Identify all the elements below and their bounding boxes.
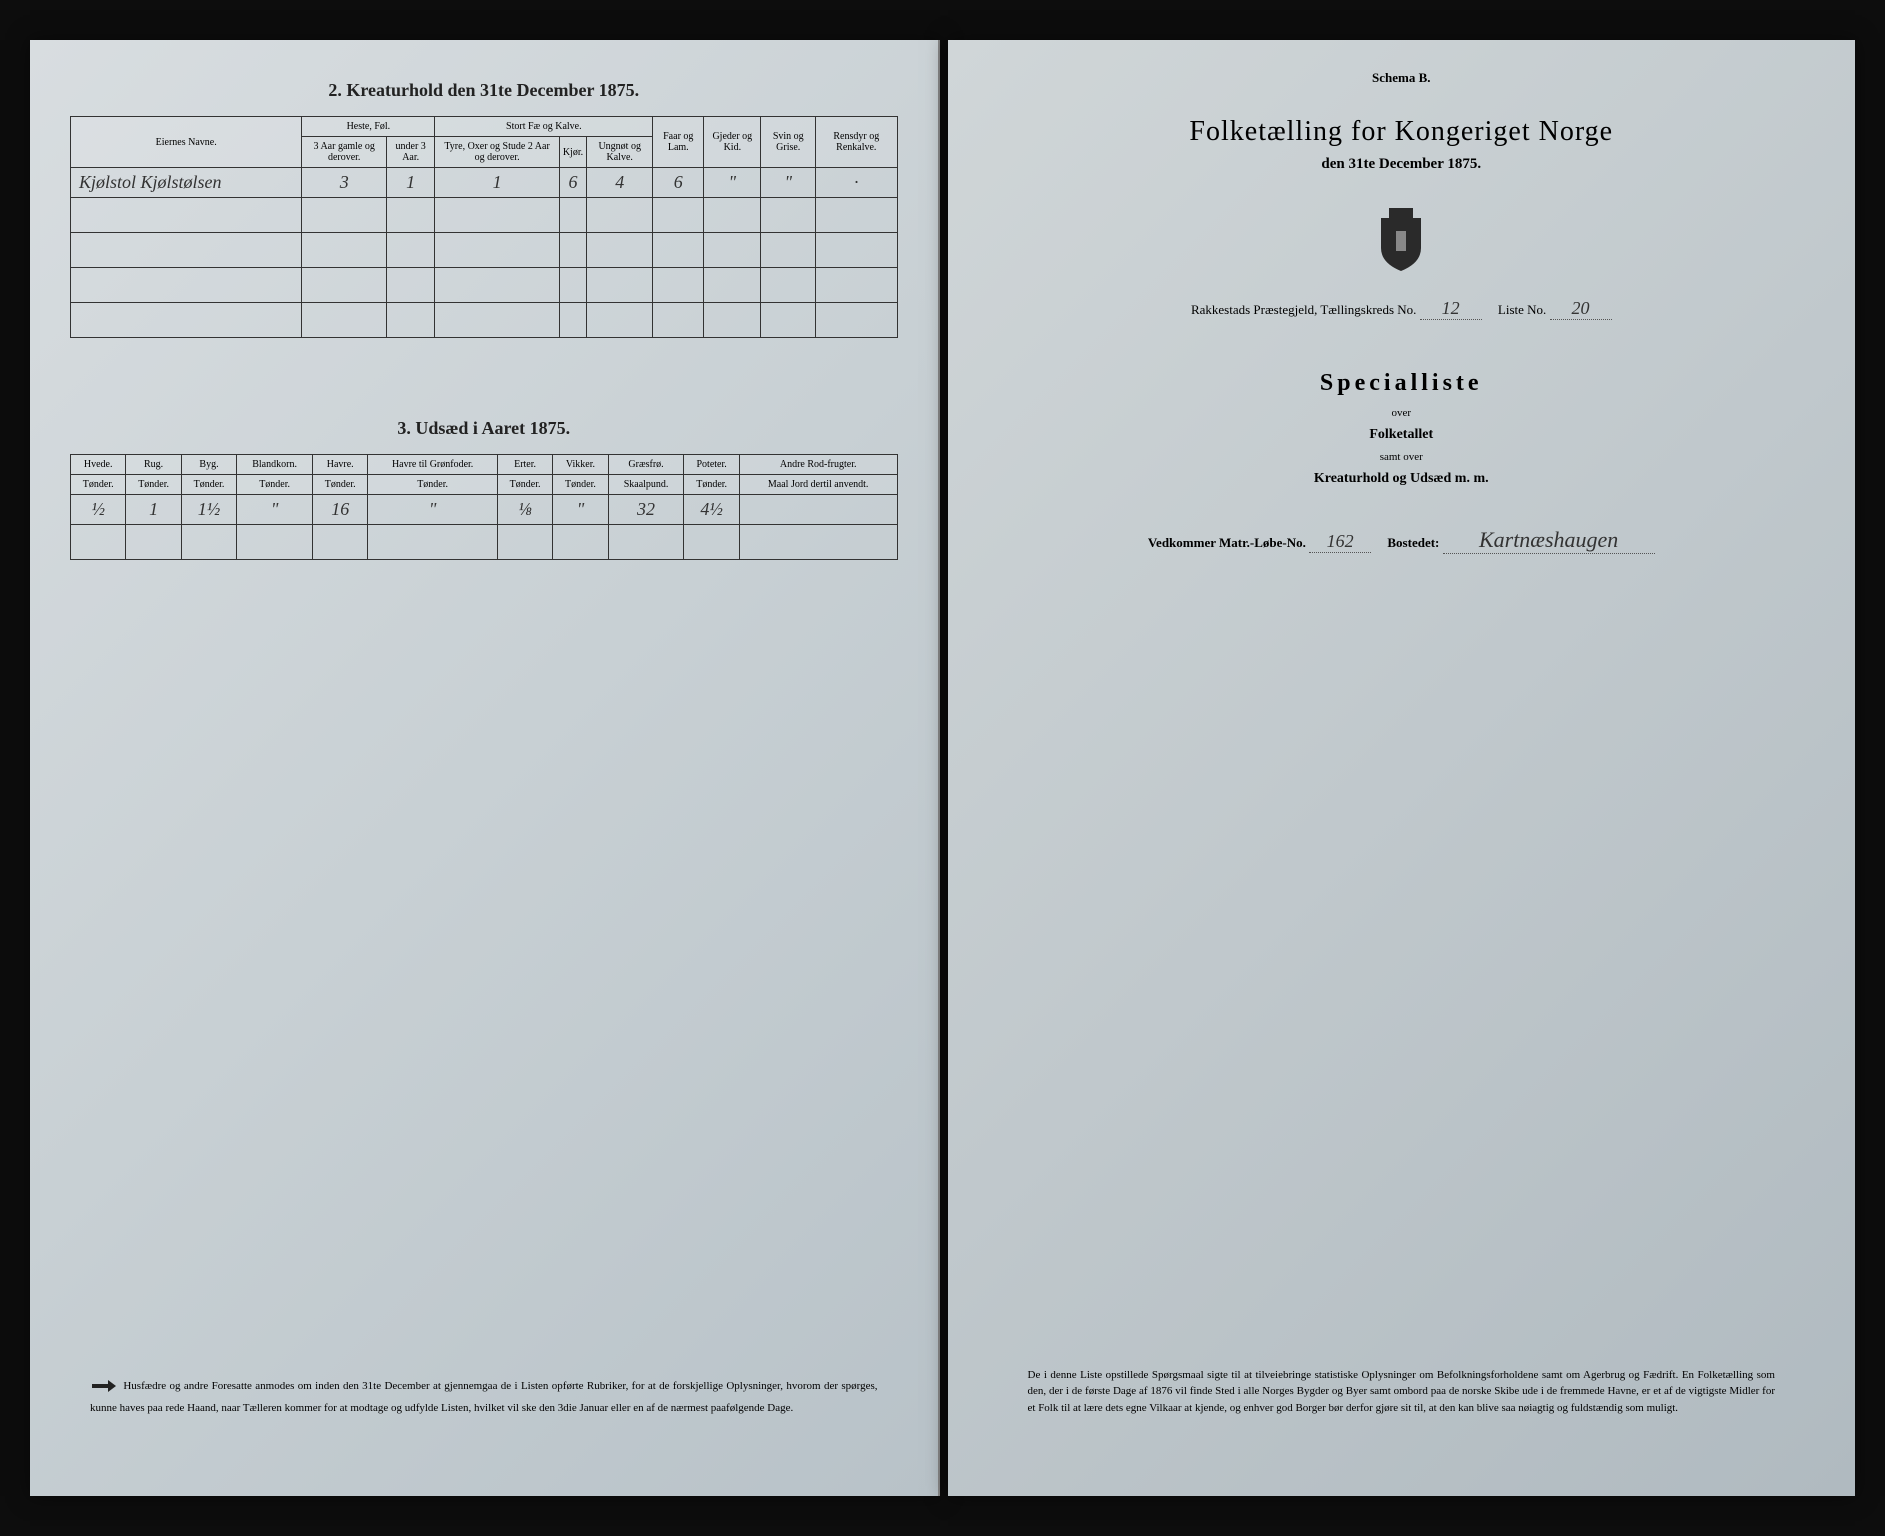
- cell-sheep: 6: [653, 168, 704, 198]
- th-cattle-young: Ungnøt og Kalve.: [587, 137, 653, 168]
- section2-title: 2. Kreaturhold den 31te December 1875.: [70, 80, 898, 101]
- th-oats-fodder: Havre til Grønfoder.: [368, 455, 497, 475]
- matr-line: Vedkommer Matr.-Løbe-No. 162 Bostedet: K…: [988, 527, 1816, 554]
- district-label: Rakkestads Præstegjeld, Tællingskreds No…: [1191, 302, 1416, 317]
- cell-vetches: ": [553, 495, 608, 525]
- th-horses-old: 3 Aar gamle og derover.: [302, 137, 387, 168]
- th-barley: Byg.: [181, 455, 236, 475]
- over-label: over: [988, 407, 1816, 419]
- special-title: Specialliste: [988, 370, 1816, 397]
- th-vetches: Vikker.: [553, 455, 608, 475]
- table-row: Kjølstol Kjølstølsen 3 1 1 6 4 6 " " ·: [71, 168, 898, 198]
- table-row: [71, 525, 898, 560]
- th-unit-grass: Skaalpund.: [608, 475, 684, 495]
- th-goats: Gjeder og Kid.: [704, 117, 761, 168]
- cell-grass: 32: [608, 495, 684, 525]
- cell-rye: 1: [126, 495, 181, 525]
- th-roots: Andre Rod-frugter.: [739, 455, 897, 475]
- cell-oats: 16: [312, 495, 367, 525]
- cell-potatoes: 4½: [684, 495, 739, 525]
- folketallet-label: Folketallet: [988, 427, 1816, 443]
- main-title: Folketælling for Kongeriget Norge: [988, 116, 1816, 148]
- table-row: [71, 268, 898, 303]
- th-peas: Erter.: [497, 455, 552, 475]
- table-row: ½ 1 1½ " 16 " ⅛ " 32 4½: [71, 495, 898, 525]
- samt-over-label: samt over: [988, 451, 1816, 463]
- coat-of-arms-icon: [1371, 203, 1431, 273]
- left-footnote: Husfædre og andre Foresatte anmodes om i…: [80, 1378, 888, 1416]
- cell-wheat: ½: [71, 495, 126, 525]
- cell-goats: ": [704, 168, 761, 198]
- cell-oats-fodder: ": [368, 495, 497, 525]
- th-owner: Eiernes Navne.: [71, 117, 302, 168]
- cell-reindeer: ·: [816, 168, 897, 198]
- th-unit: Tønder.: [368, 475, 497, 495]
- th-unit: Tønder.: [497, 475, 552, 495]
- matr-no: 162: [1309, 531, 1371, 553]
- th-unit: Tønder.: [553, 475, 608, 495]
- th-cattle-group: Stort Fæ og Kalve.: [435, 117, 653, 137]
- cell-barley: 1½: [181, 495, 236, 525]
- th-sheep: Faar og Lam.: [653, 117, 704, 168]
- th-unit-roots: Maal Jord dertil anvendt.: [739, 475, 897, 495]
- livestock-table: Eiernes Navne. Heste, Føl. Stort Fæ og K…: [70, 116, 898, 338]
- th-horses-group: Heste, Føl.: [302, 117, 435, 137]
- cell-cattle-young: 4: [587, 168, 653, 198]
- bosted-value: Kartnæshaugen: [1443, 527, 1655, 554]
- th-rye: Rug.: [126, 455, 181, 475]
- th-reindeer: Rensdyr og Renkalve.: [816, 117, 897, 168]
- th-mixed: Blandkorn.: [237, 455, 313, 475]
- th-oats: Havre.: [312, 455, 367, 475]
- cell-owner: Kjølstol Kjølstølsen: [71, 168, 302, 198]
- bosted-label: Bostedet:: [1387, 535, 1439, 550]
- cell-horses-old: 3: [302, 168, 387, 198]
- cell-horses-young: 1: [386, 168, 434, 198]
- right-page: Schema B. Folketælling for Kongeriget No…: [948, 40, 1856, 1496]
- seed-table: Hvede. Rug. Byg. Blandkorn. Havre. Havre…: [70, 454, 898, 560]
- district-no: 12: [1420, 298, 1482, 320]
- cell-mixed: ": [237, 495, 313, 525]
- left-page: 2. Kreaturhold den 31te December 1875. E…: [30, 40, 940, 1496]
- th-unit: Tønder.: [181, 475, 236, 495]
- list-label: Liste No.: [1498, 302, 1546, 317]
- book-spread: 2. Kreaturhold den 31te December 1875. E…: [0, 0, 1885, 1536]
- cell-peas: ⅛: [497, 495, 552, 525]
- th-potatoes: Poteter.: [684, 455, 739, 475]
- th-unit: Tønder.: [237, 475, 313, 495]
- right-bottom-text: De i denne Liste opstillede Spørgsmaal s…: [1008, 1367, 1796, 1417]
- district-line: Rakkestads Præstegjeld, Tællingskreds No…: [988, 298, 1816, 320]
- cell-cattle-bulls: 1: [435, 168, 559, 198]
- th-cattle-cows: Kjør.: [559, 137, 586, 168]
- table-row: [71, 303, 898, 338]
- table-row: [71, 233, 898, 268]
- table-row: [71, 198, 898, 233]
- section3-title: 3. Udsæd i Aaret 1875.: [70, 418, 898, 439]
- cell-cattle-cows: 6: [559, 168, 586, 198]
- th-horses-young: under 3 Aar.: [386, 137, 434, 168]
- th-grass: Græsfrø.: [608, 455, 684, 475]
- th-cattle-bulls: Tyre, Oxer og Stude 2 Aar og derover.: [435, 137, 559, 168]
- matr-label: Vedkommer Matr.-Løbe-No.: [1148, 535, 1306, 550]
- th-unit: Tønder.: [71, 475, 126, 495]
- list-no: 20: [1550, 298, 1612, 320]
- th-unit: Tønder.: [684, 475, 739, 495]
- th-unit: Tønder.: [126, 475, 181, 495]
- th-wheat: Hvede.: [71, 455, 126, 475]
- cell-pigs: ": [761, 168, 816, 198]
- th-unit: Tønder.: [312, 475, 367, 495]
- kreatur-label: Kreaturhold og Udsæd m. m.: [988, 471, 1816, 487]
- schema-label: Schema B.: [988, 70, 1816, 86]
- th-pigs: Svin og Grise.: [761, 117, 816, 168]
- date-line: den 31te December 1875.: [988, 156, 1816, 173]
- pointer-icon: [90, 1378, 120, 1400]
- footnote-text: Husfædre og andre Foresatte anmodes om i…: [90, 1380, 878, 1414]
- cell-roots: [739, 495, 897, 525]
